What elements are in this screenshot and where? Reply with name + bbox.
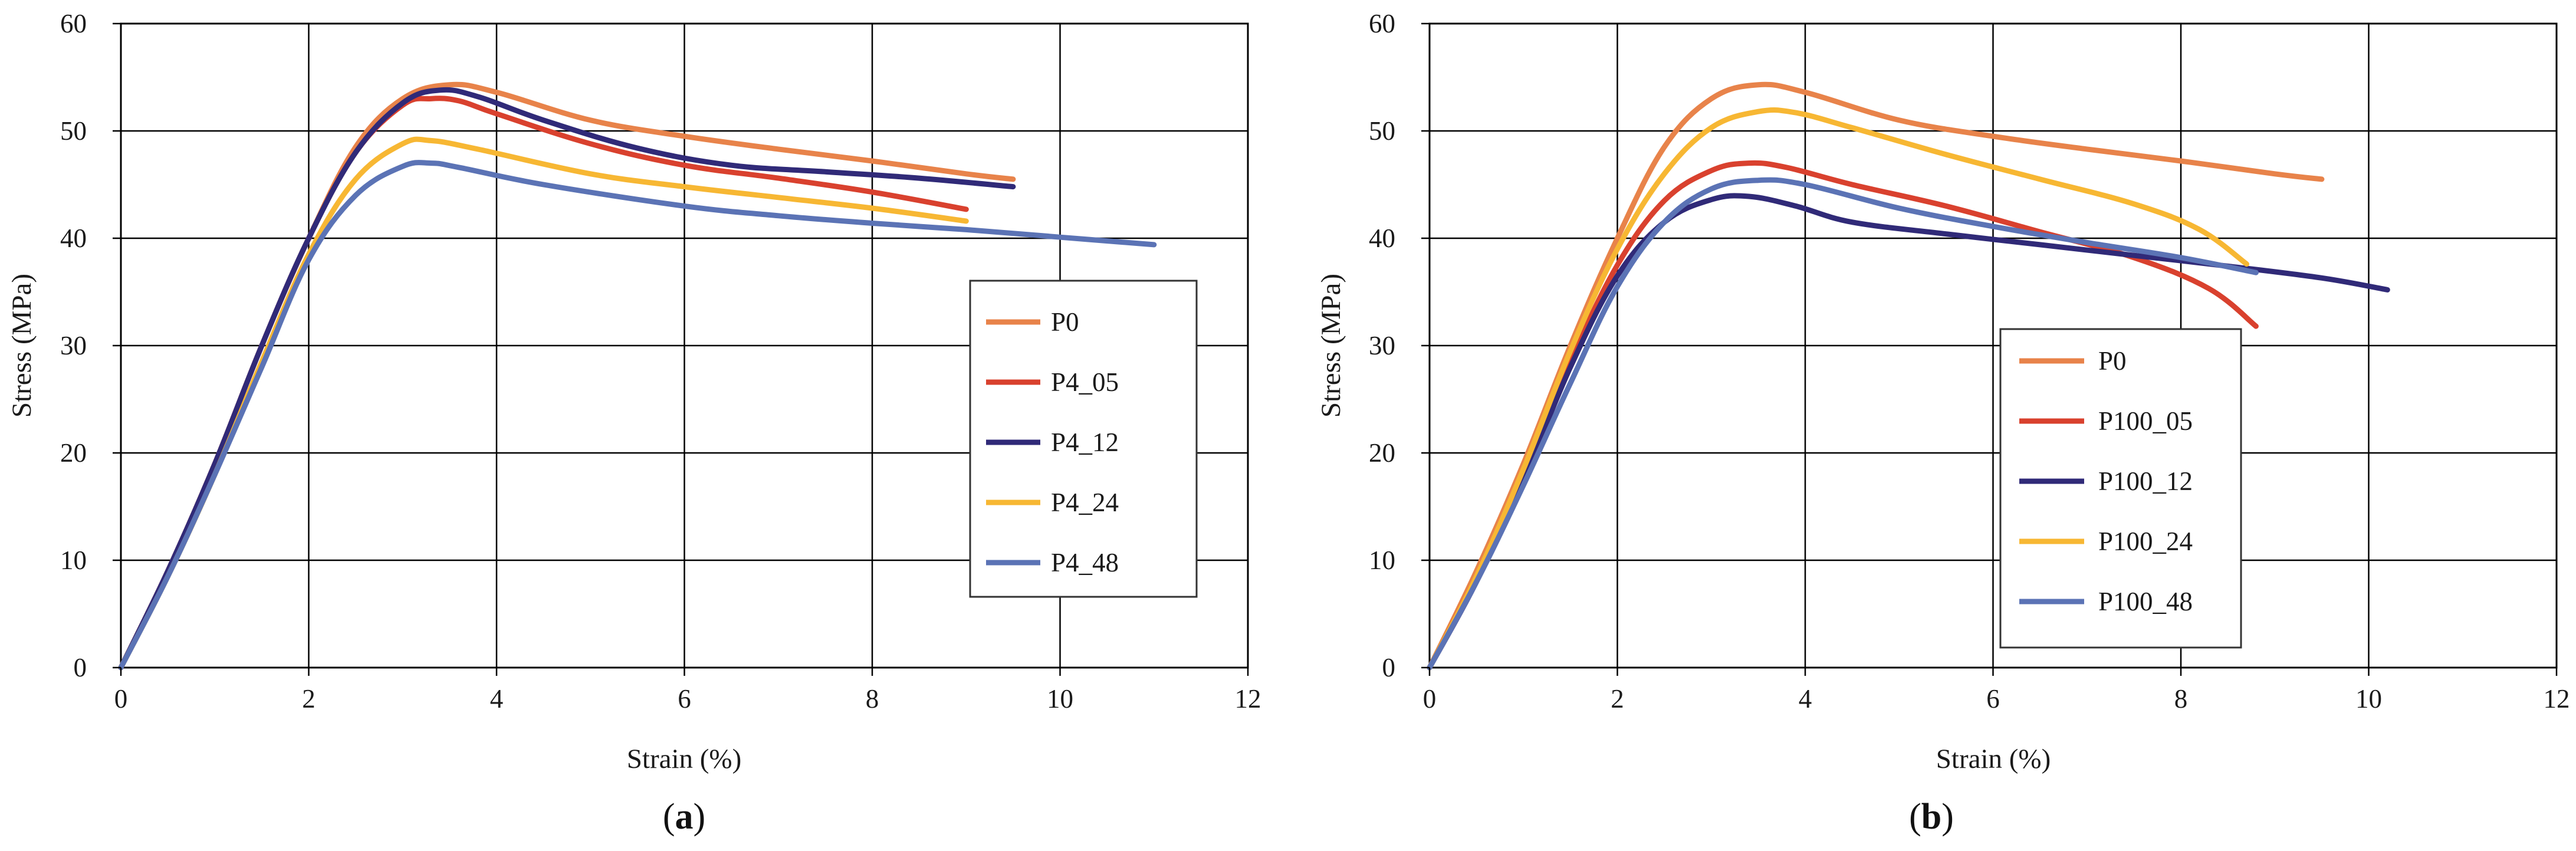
legend-box-b [1999,328,2242,649]
legend-items-b: P0 P100_05 P100_12 P100_24 P100_48 [2019,346,2193,616]
y-tick-label: 30 [60,331,87,360]
series-line-p100-12 [1427,193,2390,671]
panel-label-a: (a) [663,797,705,837]
x-tick-label: 12 [2544,684,2570,714]
x-tick-label: 4 [490,684,504,714]
legend-label: P4_48 [1051,548,1119,577]
x-axis-title-b: Strain (%) [1936,744,2051,774]
x-tick-label: 10 [1047,684,1073,714]
legend-item-p100-24: P100_24 [2019,527,2193,556]
x-tick-label: 6 [1986,684,2000,714]
chart-panel-b: 0 2 4 6 8 10 12 0 10 20 30 40 50 60 Strain (%) Stres… [1316,9,2570,837]
legend-item-p4-24: P4_24 [986,488,1119,517]
y-tick-label: 60 [1369,9,1395,38]
y-axis-title-b: Stress (MPa) [1316,274,1346,418]
legend-label: P100_12 [2098,466,2193,496]
y-tick-label: 20 [1369,438,1395,468]
legend-label: P100_24 [2098,527,2193,556]
legend-label: P100_05 [2098,406,2193,436]
y-tick-labels-b: 0 10 20 30 40 50 60 [1369,9,1430,682]
x-tick-label: 0 [1423,684,1437,714]
legend-b: P0 P100_05 P100_12 P100_24 P100_48 [1999,328,2242,649]
y-tick-label: 0 [1382,653,1396,682]
x-tick-labels-a: 0 2 4 6 8 10 12 [114,668,1261,714]
x-tick-label: 4 [1799,684,1812,714]
panel-label-b: (b) [1909,797,1954,837]
legend-item-p0: P0 [2019,346,2127,376]
y-tick-label: 50 [1369,116,1395,146]
x-tick-label: 10 [2355,684,2382,714]
y-tick-label: 40 [60,224,87,253]
legend-label: P4_24 [1051,488,1119,517]
series-group-b [1427,81,2390,671]
y-tick-label: 40 [1369,224,1395,253]
x-axis-title-a: Strain (%) [627,744,741,774]
x-tick-label: 0 [114,684,128,714]
series-group-a [118,81,1157,671]
legend-item-p4-12: P4_12 [986,428,1119,457]
legend-item-p4-48: P4_48 [986,548,1119,577]
legend-label: P100_48 [2098,587,2193,616]
x-tick-label: 12 [1235,684,1261,714]
legend-box-a [969,280,1198,598]
legend-label: P0 [1051,307,1079,337]
y-tick-label: 50 [60,116,87,146]
legend-label: P0 [2098,346,2127,376]
panel-letter-b: b [1921,797,1941,837]
legend-label: P4_12 [1051,428,1119,457]
y-tick-label: 0 [74,653,87,682]
y-tick-label: 10 [1369,546,1395,575]
series-line-p4-48 [118,160,1157,671]
y-tick-labels-a: 0 10 20 30 40 50 60 [60,9,121,682]
y-tick-label: 30 [1369,331,1395,360]
x-tick-label: 2 [1611,684,1624,714]
legend-items-a: P0 P4_05 P4_12 P4_24 P4_48 [986,307,1119,577]
series-line-p4-12 [118,87,1016,671]
chart-panel-a: 0 2 4 6 8 10 12 0 10 20 30 40 50 60 Strain (%) Stres… [6,9,1261,837]
legend-item-p100-12: P100_12 [2019,466,2193,496]
legend-label: P4_05 [1051,367,1119,397]
x-tick-label: 8 [866,684,879,714]
x-tick-label: 2 [302,684,316,714]
legend-a: P0 P4_05 P4_12 P4_24 P4_48 [969,280,1198,598]
y-axis-title-a: Stress (MPa) [6,274,37,418]
series-line-p100-24 [1427,107,2249,671]
grid-b [1430,24,2557,668]
x-tick-label: 8 [2174,684,2188,714]
y-tick-label: 20 [60,438,87,468]
legend-item-p4-05: P4_05 [986,367,1119,397]
x-tick-labels-b: 0 2 4 6 8 10 12 [1423,668,2570,714]
y-tick-label: 10 [60,546,87,575]
series-line-p100-48 [1427,177,2259,671]
legend-item-p100-05: P100_05 [2019,406,2193,436]
y-tick-label: 60 [60,9,87,38]
legend-item-p0: P0 [986,307,1079,337]
panel-letter-a: a [675,797,694,837]
legend-item-p100-48: P100_48 [2019,587,2193,616]
x-tick-label: 6 [678,684,691,714]
